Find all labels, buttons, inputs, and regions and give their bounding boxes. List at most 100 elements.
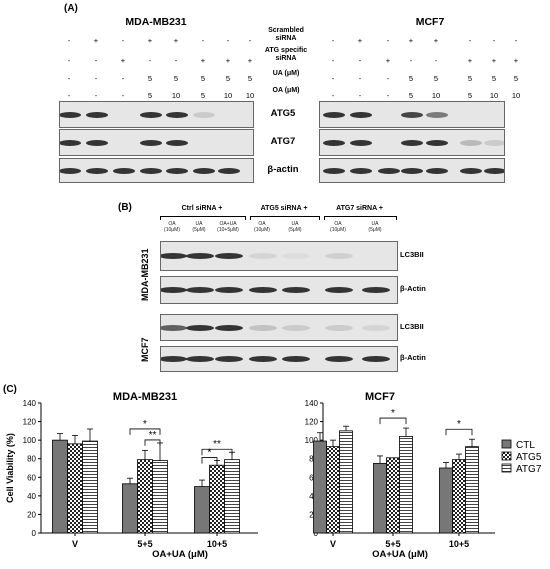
treatment-sign-right: 5 xyxy=(408,74,414,83)
treatment-row-label: UA (μM) xyxy=(246,70,326,78)
blot-band xyxy=(60,167,81,174)
blot-band xyxy=(249,324,277,331)
legend-swatch xyxy=(501,463,512,473)
x-tick-label: 5+5 xyxy=(137,539,152,549)
blot-label-b: β-Actin xyxy=(400,353,426,362)
treatment-sign-left: 5 xyxy=(173,74,179,83)
treatment-sign-right: - xyxy=(331,56,335,65)
blot-band xyxy=(215,253,243,259)
lane-group-bracket xyxy=(160,216,246,220)
blot-strip-mcf7 xyxy=(319,101,505,128)
bar-atg7 xyxy=(465,446,479,534)
treatment-row-label-line: ATG specific xyxy=(264,47,308,54)
legend-label: ATG5 xyxy=(516,452,542,463)
treatment-row-label-line: siRNA xyxy=(275,35,297,42)
y-tick-label: 120 xyxy=(305,418,319,427)
chart-title: MCF7 xyxy=(365,391,395,403)
lane-group-bracket xyxy=(324,216,397,220)
blot-band xyxy=(193,111,215,118)
blot-label: β-actin xyxy=(267,163,299,175)
bar-atg7 xyxy=(224,459,240,534)
blot-strip-mda xyxy=(59,101,254,128)
blot-band xyxy=(325,324,353,331)
treatment-row-label: Scrambled siRNA xyxy=(246,27,326,43)
bar-ctl xyxy=(52,439,68,534)
blot-band xyxy=(249,356,277,362)
x-tick-label: 5+5 xyxy=(385,539,400,549)
treatment-sign-left: - xyxy=(121,74,125,83)
blot-band xyxy=(282,324,310,331)
treatment-sign-left: + xyxy=(93,36,99,45)
treatment-sign-right: - xyxy=(331,74,335,83)
treatment-sign-right: - xyxy=(331,91,335,100)
lane-group-title: ATG5 siRNA + xyxy=(260,205,308,212)
blot-band xyxy=(426,167,448,174)
treatment-sign-right: + xyxy=(385,56,391,65)
lane-label: OA (10μM) xyxy=(152,221,192,233)
bar-atg5 xyxy=(452,459,466,534)
blot-band xyxy=(350,111,372,118)
blot-strip-b xyxy=(160,276,398,304)
blot-band xyxy=(140,139,162,146)
treatment-sign-left: + xyxy=(147,36,153,45)
bar-ctl xyxy=(373,462,387,534)
blot-band xyxy=(186,287,214,293)
lane-label-line: (5μM) xyxy=(368,227,382,233)
lane-label: UA (5μM) xyxy=(275,221,315,233)
treatment-sign-left: - xyxy=(67,74,71,83)
y-tick-label: 80 xyxy=(27,455,36,464)
treatment-sign-left: - xyxy=(67,91,71,100)
lane-label-line: OA+UA xyxy=(219,221,237,227)
blot-band xyxy=(249,287,277,293)
blot-band xyxy=(161,324,187,331)
treatment-sign-right: - xyxy=(468,36,472,45)
panel-b-cellline-mda: MDA-MB231 xyxy=(140,248,150,302)
lane-label: OA+UA (10+5μM) xyxy=(208,221,248,233)
y-tick-label: 140 xyxy=(23,399,37,408)
y-tick-label: 0 xyxy=(32,529,37,538)
treatment-sign-right: + xyxy=(467,56,473,65)
treatment-sign-right: - xyxy=(409,56,413,65)
treatment-row-label: OA (μM) xyxy=(246,87,326,95)
blot-band xyxy=(282,253,310,259)
blot-band xyxy=(426,111,448,118)
significance-label: ** xyxy=(213,439,221,450)
treatment-sign-left: + xyxy=(120,56,126,65)
chart-title: MDA-MB231 xyxy=(113,391,177,403)
bar-ctl xyxy=(194,486,210,534)
blot-band xyxy=(186,324,214,331)
treatment-sign-left: 10 xyxy=(171,91,181,100)
blot-strip-b xyxy=(160,346,398,372)
legend-label: CTL xyxy=(516,440,535,451)
treatment-sign-right: 10 xyxy=(511,91,521,100)
lane-label-line: (10μM) xyxy=(254,227,270,233)
x-tick-label: 10+5 xyxy=(207,539,227,549)
panel-b-label: (B) xyxy=(118,202,132,213)
panel-a-label: (A) xyxy=(64,3,78,14)
lane-label-line: UA xyxy=(195,221,203,227)
blot-label-b: LC3BII xyxy=(400,321,424,331)
blot-band xyxy=(378,167,400,174)
blot-band xyxy=(325,287,353,293)
treatment-row-label-line: Scrambled xyxy=(268,27,304,34)
blot-label: ATG7 xyxy=(270,135,296,147)
blot-band xyxy=(484,167,504,174)
blot-band xyxy=(323,139,345,146)
blot-band xyxy=(166,139,188,146)
lane-group-title: ATG7 siRNA + xyxy=(336,205,383,212)
blot-band xyxy=(460,139,482,146)
chart-mda-mb231: MDA-MB231 0 20 40 60 80 100 120 140 Cell Viabilit… xyxy=(5,391,258,560)
blot-band xyxy=(215,356,243,362)
y-tick-label: 20 xyxy=(27,510,36,519)
blot-strip-mcf7 xyxy=(319,158,505,183)
treatment-sign-right: - xyxy=(358,74,362,83)
treatment-sign-left: - xyxy=(248,36,252,45)
treatment-sign-right: + xyxy=(357,36,363,45)
blot-band xyxy=(166,111,188,118)
treatment-sign-right: 10 xyxy=(489,91,499,100)
lane-group-bracket xyxy=(250,216,320,220)
blot-band xyxy=(401,111,423,118)
blot-band xyxy=(325,356,353,362)
blot-band xyxy=(166,167,188,174)
blot-strip-b xyxy=(160,314,398,341)
